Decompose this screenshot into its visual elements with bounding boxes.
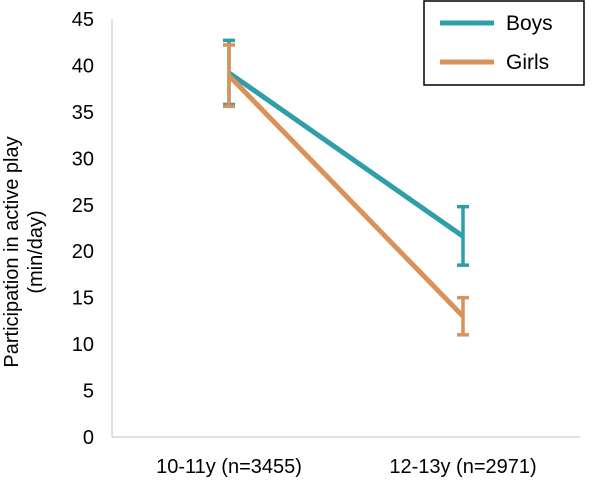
series-girls	[223, 43, 469, 337]
legend-label-girls: Girls	[506, 51, 549, 74]
x-tick-label: 10-11y (n=3455)	[156, 456, 302, 478]
y-tick-label: 40	[72, 55, 94, 77]
y-tick-label: 45	[72, 9, 94, 31]
y-tick-label: 25	[72, 195, 94, 217]
y-axis-title: Participation in active play (min/day)	[1, 136, 47, 367]
error-bar	[457, 204, 469, 267]
x-axis-ticks: 10-11y (n=3455) 12-13y (n=2971)	[156, 456, 537, 478]
series-line-boys	[227, 70, 465, 239]
y-tick-label: 10	[72, 334, 94, 356]
legend-label-boys: Boys	[506, 12, 553, 35]
y-tick-label: 30	[72, 148, 94, 170]
y-axis-ticks: 0 5 10 15 20 25 30 35 40 45	[72, 9, 94, 449]
y-axis-title-line-1: Participation in active play	[1, 136, 23, 367]
y-tick-label: 0	[83, 427, 94, 449]
y-axis-title-line-2: (min/day)	[25, 210, 47, 293]
series-line-girls	[227, 73, 465, 318]
y-tick-label: 20	[72, 241, 94, 263]
y-tick-label: 35	[72, 102, 94, 124]
y-tick-label: 5	[83, 381, 94, 403]
series-layer	[223, 38, 469, 337]
y-tick-label: 15	[72, 288, 94, 310]
legend: Boys Girls	[423, 0, 585, 86]
legend-box	[423, 0, 585, 86]
x-tick-label: 12-13y (n=2971)	[389, 456, 536, 478]
